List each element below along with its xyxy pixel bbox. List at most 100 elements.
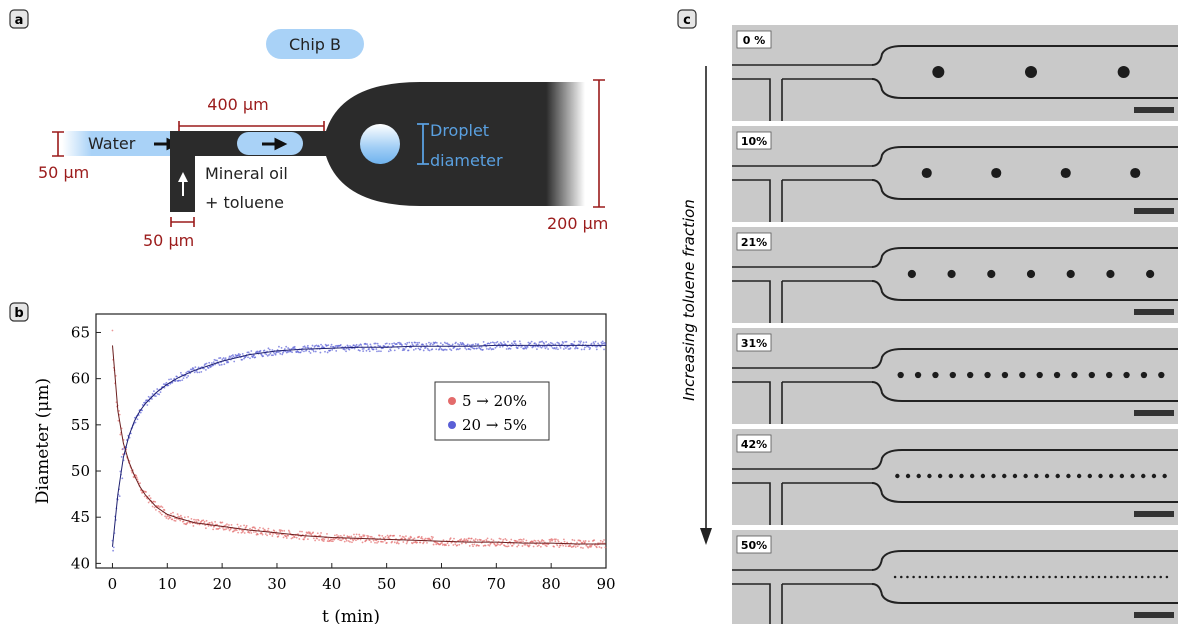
data-point <box>585 341 587 343</box>
data-point <box>249 528 251 530</box>
droplet <box>1152 474 1156 478</box>
data-point <box>370 541 372 543</box>
data-point <box>211 362 213 364</box>
data-point <box>595 341 597 343</box>
axis-ticks: 0 10 20 30 40 50 60 70 80 90404550556065 <box>71 323 616 593</box>
data-point <box>346 540 348 542</box>
data-point <box>198 367 200 369</box>
droplet <box>1106 270 1114 278</box>
data-point <box>454 543 456 545</box>
data-point <box>510 348 512 350</box>
data-point <box>122 448 124 450</box>
data-point <box>324 351 326 353</box>
outlet-height-label: 200 μm <box>547 214 608 233</box>
data-point <box>249 357 251 359</box>
data-point <box>464 347 466 349</box>
data-point <box>543 540 545 542</box>
data-point <box>164 515 166 517</box>
frame-background <box>732 25 1178 121</box>
data-point <box>268 347 270 349</box>
data-point <box>183 377 185 379</box>
data-point <box>151 398 153 400</box>
data-point <box>532 541 534 543</box>
data-point <box>416 541 418 543</box>
data-point <box>169 517 171 519</box>
data-point <box>429 350 431 352</box>
data-point <box>600 346 602 348</box>
frame-label: 10% <box>741 135 767 148</box>
data-point <box>600 547 602 549</box>
data-point <box>520 343 522 345</box>
droplet <box>959 474 963 478</box>
x-tick-label: 80 <box>542 575 561 593</box>
data-point <box>204 521 206 523</box>
data-point <box>331 349 333 351</box>
data-point <box>589 347 591 349</box>
data-point <box>441 542 443 544</box>
data-point <box>387 535 389 537</box>
data-point <box>166 382 168 384</box>
droplet <box>908 270 916 278</box>
data-point <box>566 341 568 343</box>
data-point <box>320 535 322 537</box>
droplet <box>1166 576 1169 579</box>
data-point <box>431 538 433 540</box>
data-point <box>545 347 547 349</box>
data-point <box>338 535 340 537</box>
data-point <box>483 341 485 343</box>
droplet <box>1104 576 1107 579</box>
data-point <box>435 348 437 350</box>
micrograph-frame: 0 % <box>732 25 1178 121</box>
data-point <box>503 341 505 343</box>
data-point <box>584 542 586 544</box>
scale-bar <box>1134 107 1174 113</box>
x-tick-label: 10 <box>158 575 177 593</box>
data-point <box>581 349 583 351</box>
data-point <box>187 375 189 377</box>
data-point <box>364 535 366 537</box>
data-point <box>327 352 329 354</box>
data-point <box>428 342 430 344</box>
data-point <box>385 536 387 538</box>
data-point <box>403 536 405 538</box>
y-tick-label: 65 <box>71 323 90 341</box>
droplet <box>968 576 971 579</box>
data-point <box>359 350 361 352</box>
frame-label: 21% <box>741 236 767 249</box>
droplet <box>1092 576 1095 579</box>
droplet <box>1045 474 1049 478</box>
data-point <box>423 350 425 352</box>
water-label: Water <box>88 134 136 153</box>
data-point <box>262 528 264 530</box>
data-point <box>277 536 279 538</box>
data-point <box>537 346 539 348</box>
data-point <box>223 363 225 365</box>
data-point <box>576 542 578 544</box>
droplet <box>931 576 934 579</box>
data-point <box>399 535 401 537</box>
droplet <box>1002 372 1008 378</box>
data-point <box>517 347 519 349</box>
data-point <box>254 528 256 530</box>
data-point <box>574 540 576 542</box>
data-point <box>184 516 186 518</box>
droplet <box>915 372 921 378</box>
data-point <box>268 528 270 530</box>
data-point <box>242 353 244 355</box>
data-point <box>180 515 182 517</box>
micrograph-frame: 42% <box>732 429 1178 525</box>
droplet <box>1054 576 1057 579</box>
data-point <box>529 342 531 344</box>
data-point <box>367 345 369 347</box>
x-tick-label: 70 <box>487 575 506 593</box>
data-point <box>418 536 420 538</box>
data-point <box>225 528 227 530</box>
data-point <box>268 354 270 356</box>
data-point <box>398 543 400 545</box>
data-point <box>314 540 316 542</box>
data-point <box>284 348 286 350</box>
data-point <box>565 347 567 349</box>
data-point <box>522 540 524 542</box>
data-point <box>464 540 466 542</box>
data-point <box>340 344 342 346</box>
